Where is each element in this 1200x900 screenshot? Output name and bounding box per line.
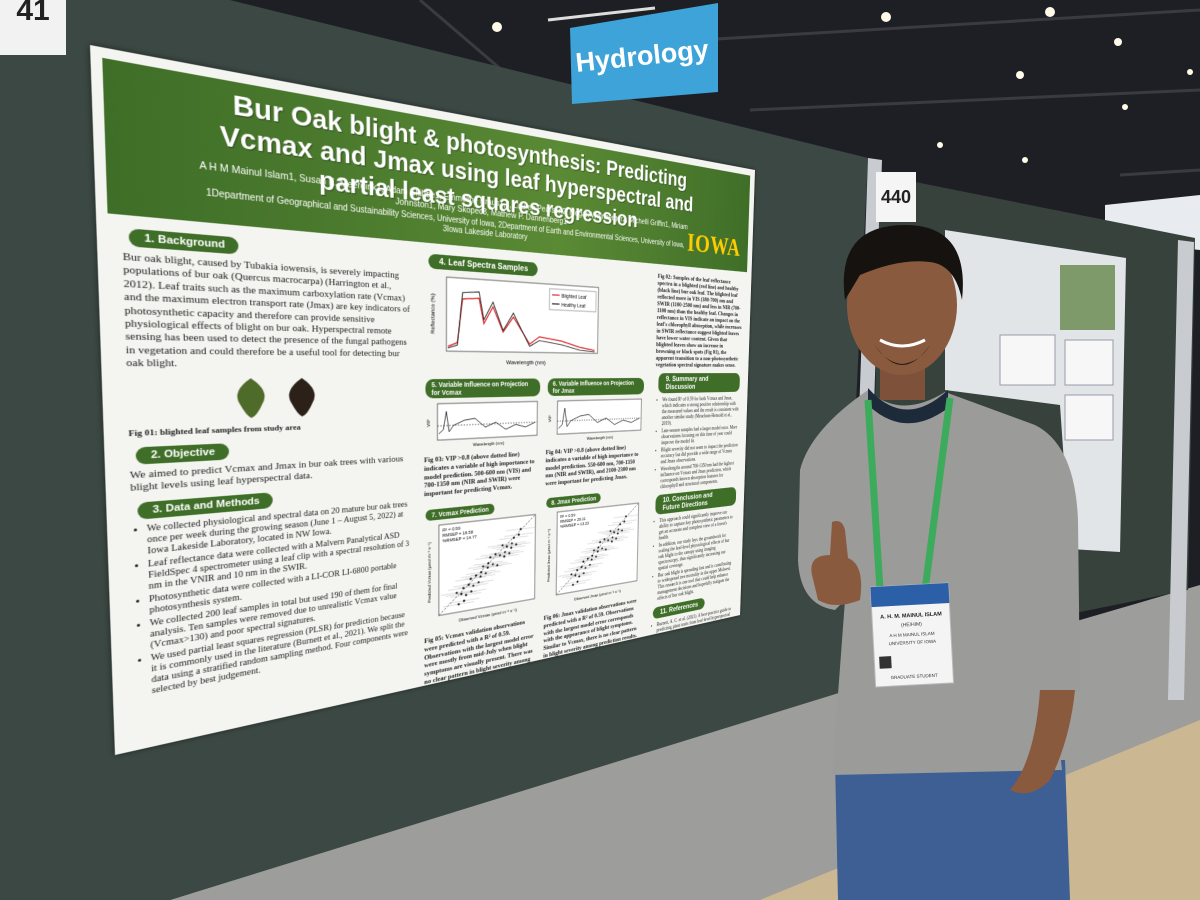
bullet: Wavelengths around 700-1350 nm had the h… (660, 460, 737, 490)
board-number-card (876, 172, 916, 222)
light (1187, 69, 1193, 75)
y-axis-title: Predicted Vcmax (µmol m⁻² s⁻¹) (428, 542, 432, 603)
poster-section: 6. Variable Influence on Projection for … (545, 377, 645, 491)
poster: Bur Oak blight & photosynthesis: Predict… (90, 45, 756, 756)
section-heading: 6. Variable Influence on Projection for … (547, 377, 645, 397)
background-poster-plot (999, 334, 1056, 386)
leaf (288, 377, 315, 417)
figure-row: 5. Variable Influence on Projection for … (424, 377, 645, 508)
bullet: We found R² of 0.59 for both Vcmax and J… (662, 395, 740, 426)
stat-label: %RMSEP = 13.23 (560, 521, 589, 529)
stat-label: R² = 0.59 (560, 513, 575, 519)
poster-column: 1. Background Bur oak blight, caused by T… (122, 227, 411, 708)
sign-rod (547, 6, 656, 22)
y-axis-title: Predicted Jmax (µmol m⁻² s⁻¹) (547, 529, 551, 582)
x-axis-title: Wavelength (nm) (587, 435, 613, 441)
poster-section: 4. Leaf Spectra Samples Blighted Leaf Heal… (424, 252, 647, 372)
figure-caption: Fig 03: VIP >0.8 (above dotted line) ind… (424, 450, 535, 498)
section-heading: 9. Summary and Discussion (658, 373, 741, 394)
stat-label: RMSEP = 29.11 (560, 516, 585, 524)
board-number: 41 (16, 0, 49, 27)
y-axis-title: VIP (548, 415, 552, 422)
light (492, 22, 502, 32)
figure: VIP Wavelength (nm) (426, 400, 540, 448)
background-poster-plot (1064, 339, 1114, 386)
plot-frame (557, 399, 641, 434)
legend-box (549, 289, 596, 312)
bullet-list: This approach could significantly improv… (650, 508, 736, 603)
truss (1119, 168, 1200, 177)
poster-column: 4. Leaf Spectra Samples Blighted Leaf Heal… (424, 252, 647, 703)
light (1122, 104, 1128, 110)
light (1016, 71, 1024, 79)
figure-caption: Fig 02: Samples of the leaf reflectance … (655, 272, 742, 369)
board-post (1168, 240, 1194, 700)
truss (749, 88, 1200, 112)
section-heading: 2. Objective (135, 442, 229, 465)
plot-frame (446, 277, 598, 353)
section-heading: 5. Variable Influence on Projection for … (425, 378, 541, 399)
stat-label: RMSEP = 18.58 (442, 530, 473, 539)
light (1114, 38, 1122, 46)
stat-label: %RMSEP = 14.77 (442, 534, 476, 543)
light (1022, 157, 1028, 163)
poster-section: 8. Jmax Prediction R² = 0.59 RMSEP = 29.11… (543, 487, 642, 670)
light (881, 12, 891, 22)
figure-caption: Fig 04: VIP >0.8 (above dotted line) ind… (545, 443, 639, 488)
poster-section: 3. Data and MethodsWe collected physiolo… (131, 481, 411, 700)
poster-section: 5. Variable Influence on Projection for … (424, 378, 541, 501)
board-number: 440 (881, 187, 911, 207)
figure (236, 377, 315, 419)
light (937, 142, 943, 148)
bullet-list: We collected physiological and spectral … (131, 500, 410, 700)
truss (699, 8, 1200, 42)
legend-label: Healthy Leaf (561, 302, 585, 309)
background-poster-photo (1060, 265, 1115, 330)
x-axis-title: Wavelength (nm) (506, 359, 546, 366)
poster-section: 7. Vcmax Prediction R² = 0.59 RMSEP = 18.5… (424, 497, 539, 698)
plot-frame (437, 401, 537, 440)
hall-sign (570, 3, 718, 104)
section-text: Bur oak blight, caused by Tubakia iowens… (122, 250, 410, 370)
stat-label: R² = 0.59 (442, 526, 460, 533)
legend-label: Blighted Leaf (561, 293, 586, 300)
board-number-card (0, 0, 66, 55)
poster-section: 10. Conclusion and Future DirectionsThis… (650, 486, 737, 603)
y-axis-title: VIP (426, 419, 431, 427)
background-poster-plot (1064, 394, 1114, 441)
bullet-list: We found R² of 0.59 for both Vcmax and J… (653, 395, 740, 490)
figure: VIP Wavelength (nm) (548, 398, 644, 441)
poster-section: 1. Background Bur oak blight, caused by T… (122, 227, 411, 439)
poster-logo: IOWA (686, 228, 741, 262)
x-axis-title: Wavelength (nm) (473, 441, 504, 448)
section-heading: 1. Background (128, 228, 239, 255)
y-axis-title: Reflectance (%) (430, 293, 436, 334)
ceiling-lights (492, 7, 1193, 163)
leaf (236, 377, 266, 419)
figure-row: 7. Vcmax Prediction R² = 0.59 RMSEP = 18.5… (424, 487, 642, 704)
light (1045, 7, 1055, 17)
poster-section: 9. Summary and DiscussionWe found R² of … (653, 373, 741, 490)
figure: Blighted Leaf Healthy Leaf Wavelength (nm)… (430, 272, 647, 366)
